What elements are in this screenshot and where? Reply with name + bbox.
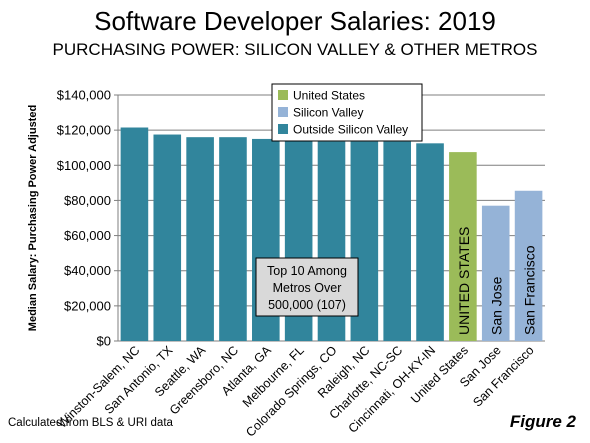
bar-label: San Jose (489, 276, 505, 335)
legend-swatch (278, 124, 288, 134)
bar (416, 143, 444, 341)
bar (120, 127, 149, 341)
y-tick-label: $60,000 (64, 228, 111, 243)
y-tick-label: $20,000 (64, 298, 111, 313)
bar (186, 137, 214, 341)
y-tick-label: $120,000 (57, 123, 111, 138)
legend-label: Outside Silicon Valley (293, 123, 408, 137)
annotation-text: 500,000 (107) (268, 298, 346, 312)
y-tick-label: $140,000 (57, 88, 111, 103)
y-axis-label: Median Salary: Purchasing Power Adjusted (27, 105, 39, 331)
legend-swatch (278, 107, 288, 117)
bar (383, 141, 411, 341)
annotation-text: Metros Over (273, 281, 342, 295)
legend-label: Silicon Valley (293, 106, 363, 120)
y-tick-label: $40,000 (64, 263, 111, 278)
bar (514, 190, 543, 341)
legend-swatch (278, 90, 288, 100)
bar (449, 152, 477, 341)
bar-label: UNITED STATES (456, 227, 472, 335)
legend-box (271, 83, 423, 142)
bar (219, 137, 247, 341)
y-tick-label: $0 (97, 334, 111, 349)
y-tick-label: $80,000 (64, 193, 111, 208)
bar (153, 134, 182, 341)
chart-subtitle: PURCHASING POWER: SILICON VALLEY & OTHER… (52, 40, 538, 59)
bar-label: San Francisco (522, 245, 538, 335)
chart-title: Software Developer Salaries: 2019 (94, 6, 496, 36)
legend-label: United States (293, 89, 365, 103)
annotation-text: Top 10 Among (267, 264, 347, 278)
bar (481, 205, 510, 341)
y-tick-label: $100,000 (57, 158, 111, 173)
source-note: Calculated from BLS & URI data (8, 417, 173, 429)
figure-label: Figure 2 (509, 412, 576, 431)
annotation-box (255, 257, 359, 317)
